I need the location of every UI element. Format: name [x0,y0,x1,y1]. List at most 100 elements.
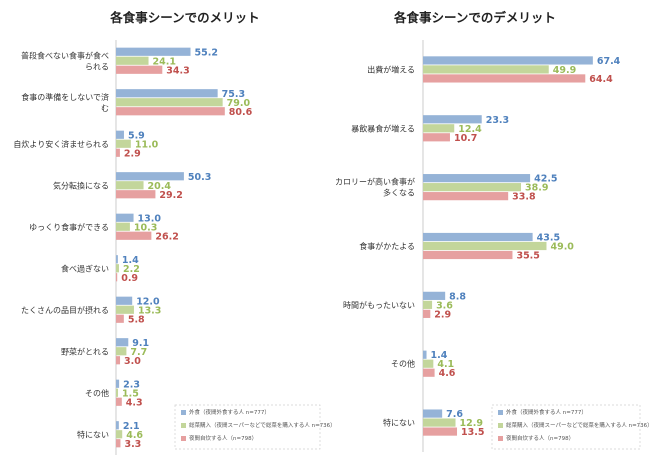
bar [116,338,129,347]
bar [423,65,549,74]
bar [423,309,431,318]
data-label: 8.8 [449,291,466,302]
category-label: ゆっくり食事ができる [29,222,109,232]
data-label: 7.6 [446,409,463,420]
bar [116,305,134,314]
bar [116,231,152,240]
bar [116,181,144,190]
data-label: 3.3 [124,439,141,450]
data-label: 13.0 [138,213,162,224]
category-label-line: ゆっくり食事ができる [29,222,109,232]
bar [116,430,123,439]
data-label: 4.1 [437,359,454,370]
data-label: 9.1 [132,338,149,349]
bar [423,418,456,427]
legend-entry: 外食（夜間外食する人 n=777） [189,408,270,416]
bar [116,296,133,305]
bar [116,130,124,139]
category-label: カロリーが高い食事が多くなる [335,177,415,198]
bar [116,47,191,56]
category-label-line: 気分転換になる [53,180,109,190]
bar [423,291,446,300]
data-label: 11.0 [135,139,159,150]
chart-title: 各食事シーンでのデメリット [393,10,556,25]
data-label: 4.6 [126,430,143,441]
bar [116,379,120,388]
category-label-line: 出費が増える [367,64,415,74]
category-label: 特にない [383,418,415,428]
bar [116,107,225,116]
category-label: 特にない [77,429,109,439]
data-label: 55.2 [195,47,218,58]
data-label: 75.3 [222,89,245,100]
legend: 外食（夜間外食する人 n=777） 総菜購入（夜間スーパーなどで総菜を購入する人 … [174,404,336,450]
data-label: 67.4 [597,56,621,67]
category-label-line: 多くなる [383,188,415,198]
category-label: 気分転換になる [53,180,109,190]
bar [116,213,134,222]
bar [423,56,593,65]
bar [423,74,586,83]
data-label: 24.1 [153,56,176,67]
bar [116,172,184,181]
bar [116,255,118,264]
data-label: 1.5 [122,388,139,399]
category-label-line: 時間がもったいない [343,300,415,310]
bar [423,183,522,192]
category-label-line: 食事がかたよる [359,241,415,251]
category-label-line: 食事の準備をしないで済 [21,92,109,102]
category-label: 普段食べない食事が食べられる [21,50,109,71]
bar [423,115,482,124]
data-label: 10.7 [454,133,477,144]
bar [423,241,547,251]
data-label: 49.0 [550,242,574,253]
data-label: 26.2 [155,231,178,242]
category-label-line: その他 [85,388,109,398]
bar [116,397,122,406]
chart-title: 各食事シーンでのメリット [109,10,259,25]
bar [116,421,119,430]
bar [116,356,121,365]
data-label: 29.2 [159,190,182,201]
bar [116,222,130,231]
data-label: 43.5 [537,233,560,244]
data-label: 49.9 [553,65,576,76]
category-label-line: 食べ過ぎない [61,263,109,273]
category-label-line: 特にない [383,418,415,428]
bar [423,368,435,377]
category-label: 自炊より安く済ませられる [13,139,109,149]
bar [423,124,455,133]
bar [423,192,509,201]
data-label: 20.4 [148,181,172,192]
data-label: 12.4 [458,124,482,135]
category-label-line: 特にない [77,429,109,439]
data-label: 10.3 [134,222,157,233]
data-label: 2.9 [434,309,451,320]
data-label: 1.4 [122,255,139,266]
category-label: たくさんの品目が摂れる [21,305,109,315]
data-label: 2.2 [123,264,140,275]
bar [423,359,434,368]
data-label: 2.1 [123,421,140,432]
category-label-line: られる [85,62,109,71]
legend-entry: 総菜購入（夜間スーパーなどで総菜を購入する人 n=736） [506,421,650,429]
category-label-line: その他 [391,359,415,369]
category-label-line: む [101,104,109,113]
category-label: 時間がもったいない [343,300,415,310]
bar [116,98,223,107]
category-label: 食べ過ぎない [61,263,109,273]
data-label: 2.3 [123,379,140,390]
legend-entry: 総菜購入（夜間スーパーなどで総菜を購入する人 n=736） [189,421,336,429]
category-label: 暴飲暴食が増える [351,123,415,133]
data-label: 5.8 [128,314,145,325]
data-label: 79.0 [227,98,251,109]
legend-entry: 夜間自炊する人（n=798） [189,434,257,442]
legend-swatch [498,436,503,441]
data-label: 13.5 [461,427,484,438]
category-label: 野菜がとれる [61,346,109,356]
category-label-line: たくさんの品目が摂れる [21,305,109,315]
bar [116,190,156,199]
